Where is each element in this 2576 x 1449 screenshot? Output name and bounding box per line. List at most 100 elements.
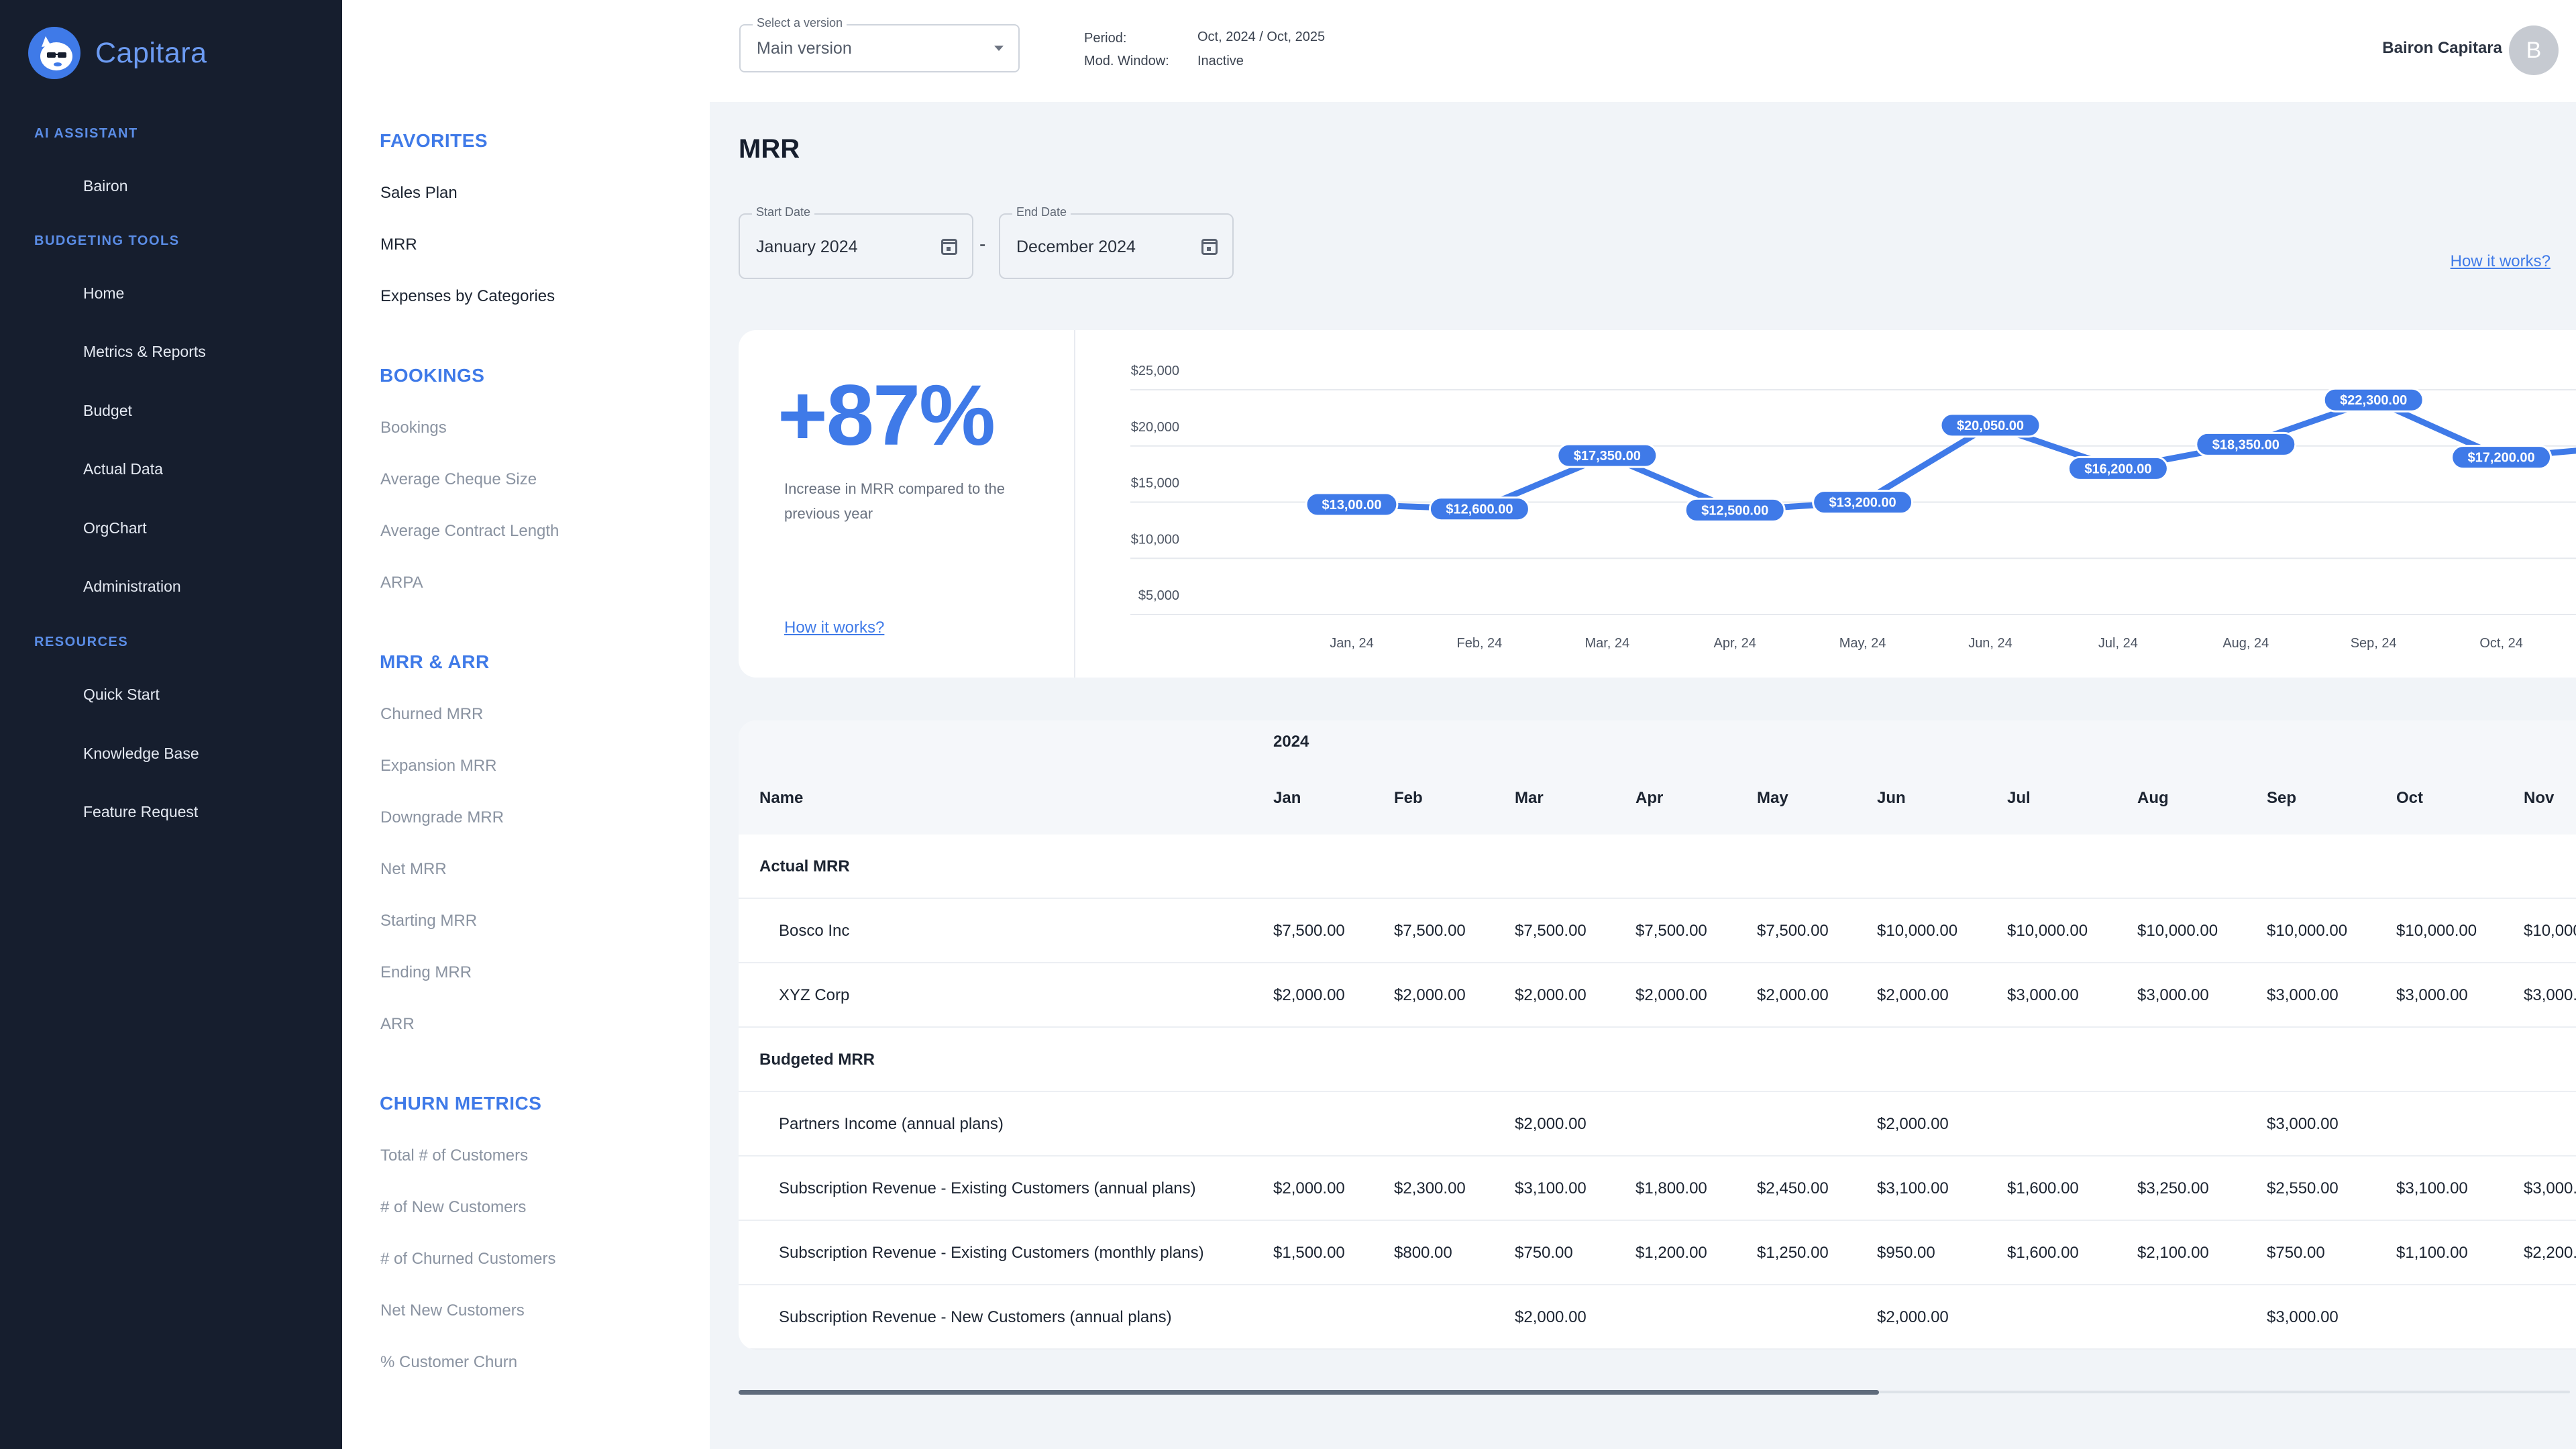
sidebar-item-bairon[interactable]: Bairon: [83, 177, 128, 195]
submenu-item-starting-mrr[interactable]: Starting MRR: [380, 912, 478, 930]
value-cell[interactable]: $2,000.00: [1273, 1179, 1345, 1197]
value-cell[interactable]: $3,100.00: [1515, 1179, 1587, 1197]
value-cell[interactable]: $2,000.00: [1877, 1115, 1949, 1133]
sidebar-item-orgchart[interactable]: OrgChart: [83, 519, 147, 537]
submenu-item-churned-mrr[interactable]: Churned MRR: [380, 705, 484, 723]
kpi-how-it-works-link[interactable]: How it works?: [784, 619, 885, 637]
mod-window-value: Inactive: [1197, 54, 1244, 68]
sidebar-item-home[interactable]: Home: [83, 284, 125, 302]
value-cell[interactable]: $10,000.00: [2137, 922, 2218, 940]
value-cell[interactable]: $2,000.00: [1877, 1308, 1949, 1326]
value-cell[interactable]: $1,800.00: [1635, 1179, 1707, 1197]
value-cell[interactable]: $7,500.00: [1515, 922, 1587, 940]
page-title: MRR: [739, 134, 800, 164]
value-cell[interactable]: $3,000.00: [2267, 1308, 2339, 1326]
value-cell[interactable]: $3,000.00: [2137, 986, 2209, 1004]
sidebar-item-budget[interactable]: Budget: [83, 402, 132, 419]
calendar-icon[interactable]: [1201, 239, 1218, 255]
value-cell[interactable]: $7,500.00: [1394, 922, 1466, 940]
value-cell[interactable]: $2,000.00: [1394, 986, 1466, 1004]
value-cell[interactable]: $7,500.00: [1635, 922, 1707, 940]
value-cell[interactable]: $2,000.00: [1273, 986, 1345, 1004]
value-cell[interactable]: $2,100.00: [2137, 1244, 2209, 1262]
value-cell[interactable]: $3,000.00: [2267, 1115, 2339, 1133]
value-cell[interactable]: $950.00: [1877, 1244, 1935, 1262]
value-cell[interactable]: $2,200.00: [2524, 1244, 2576, 1262]
start-date-field[interactable]: Start Date January 2024: [739, 205, 973, 279]
submenu-item-expansion-mrr[interactable]: Expansion MRR: [380, 757, 497, 775]
submenu-item-expenses-by-categories[interactable]: Expenses by Categories: [380, 287, 555, 305]
value-cell[interactable]: $7,500.00: [1273, 922, 1345, 940]
sidebar-item-metrics-reports[interactable]: Metrics & Reports: [83, 343, 206, 360]
value-cell[interactable]: $2,300.00: [1394, 1179, 1466, 1197]
value-cell[interactable]: $2,550.00: [2267, 1179, 2339, 1197]
submenu-item-arpa[interactable]: ARPA: [380, 574, 423, 592]
value-cell[interactable]: $1,100.00: [2396, 1244, 2468, 1262]
value-cell[interactable]: $3,250.00: [2137, 1179, 2209, 1197]
sidebar-item-administration[interactable]: Administration: [83, 578, 181, 595]
value-cell[interactable]: $3,000.00: [2524, 986, 2576, 1004]
value-cell[interactable]: $3,000.00: [2524, 1179, 2576, 1197]
value-cell[interactable]: $3,100.00: [2396, 1179, 2468, 1197]
value-cell[interactable]: $2,000.00: [1757, 986, 1829, 1004]
value-cell[interactable]: $1,600.00: [2007, 1179, 2079, 1197]
submenu-item-churned-customers[interactable]: # of Churned Customers: [380, 1250, 556, 1268]
value-cell[interactable]: $3,000.00: [2267, 986, 2339, 1004]
submenu-item-average-contract-length[interactable]: Average Contract Length: [380, 522, 559, 540]
sidebar-item-actual-data[interactable]: Actual Data: [83, 460, 163, 478]
y-tick-label: $10,000: [1131, 532, 1179, 547]
submenu-item-mrr[interactable]: MRR: [380, 235, 417, 254]
submenu-item-arr[interactable]: ARR: [380, 1015, 415, 1033]
submenu-item-bookings[interactable]: Bookings: [380, 419, 447, 437]
end-date-field[interactable]: End Date December 2024: [999, 205, 1234, 279]
end-date-value: December 2024: [1016, 237, 1136, 256]
submenu-item-sales-plan[interactable]: Sales Plan: [380, 184, 458, 202]
value-cell[interactable]: $1,600.00: [2007, 1244, 2079, 1262]
submenu-item-net-mrr[interactable]: Net MRR: [380, 860, 447, 878]
value-cell[interactable]: $10,000.00: [1877, 922, 1958, 940]
version-select-value: Main version: [757, 39, 852, 58]
data-point-marker: [1812, 490, 1914, 515]
submenu-item-new-customers[interactable]: # of New Customers: [380, 1198, 527, 1216]
horizontal-scrollbar-thumb[interactable]: [739, 1390, 1879, 1395]
how-it-works-link[interactable]: How it works?: [2450, 252, 2551, 270]
value-cell[interactable]: $1,250.00: [1757, 1244, 1829, 1262]
value-cell[interactable]: $750.00: [1515, 1244, 1573, 1262]
value-cell[interactable]: $750.00: [2267, 1244, 2325, 1262]
submenu-item-downgrade-mrr[interactable]: Downgrade MRR: [380, 808, 504, 826]
value-cell[interactable]: $1,200.00: [1635, 1244, 1707, 1262]
value-cell[interactable]: $10,000.00: [2267, 922, 2348, 940]
value-cell[interactable]: $2,000.00: [1515, 1308, 1587, 1326]
value-cell[interactable]: $3,100.00: [1877, 1179, 1949, 1197]
value-cell[interactable]: $2,000.00: [1635, 986, 1707, 1004]
value-cell[interactable]: $3,000.00: [2396, 986, 2468, 1004]
user-name[interactable]: Bairon Capitara: [2382, 39, 2502, 57]
sidebar-item-feature-request[interactable]: Feature Request: [83, 803, 199, 820]
sidebar-item-quick-start[interactable]: Quick Start: [83, 686, 160, 703]
x-tick-label: Aug, 24: [2222, 636, 2269, 651]
value-cell[interactable]: $7,500.00: [1757, 922, 1829, 940]
value-cell[interactable]: $10,000.00: [2524, 922, 2576, 940]
value-cell[interactable]: $10,000.00: [2007, 922, 2088, 940]
sidebar-item-knowledge-base[interactable]: Knowledge Base: [83, 745, 199, 762]
submenu-item-customer-churn[interactable]: % Customer Churn: [380, 1353, 518, 1371]
value-cell[interactable]: $1,500.00: [1273, 1244, 1345, 1262]
value-cell[interactable]: $3,000.00: [2007, 986, 2079, 1004]
version-select-label: Select a version: [753, 16, 847, 30]
value-cell[interactable]: $2,450.00: [1757, 1179, 1829, 1197]
value-cell[interactable]: $2,000.00: [1515, 986, 1587, 1004]
value-cell[interactable]: $800.00: [1394, 1244, 1452, 1262]
submenu-item-ending-mrr[interactable]: Ending MRR: [380, 963, 472, 981]
avatar[interactable]: B: [2509, 25, 2559, 75]
table-row: Partners Income (annual plans) $2,000.00 $…: [739, 1092, 2576, 1157]
name-column-header[interactable]: Name: [759, 789, 804, 807]
submenu-item-average-cheque-size[interactable]: Average Cheque Size: [380, 470, 537, 488]
submenu-item-net-new-customers[interactable]: Net New Customers: [380, 1301, 525, 1320]
value-cell[interactable]: $10,000.00: [2396, 922, 2477, 940]
value-cell[interactable]: $2,000.00: [1515, 1115, 1587, 1133]
value-cell[interactable]: $2,000.00: [1877, 986, 1949, 1004]
version-select[interactable]: Select a version Main version: [739, 16, 1020, 72]
submenu-item-total-customers[interactable]: Total # of Customers: [380, 1146, 529, 1165]
brand[interactable]: Capitara: [28, 27, 207, 79]
calendar-icon[interactable]: [941, 239, 957, 255]
